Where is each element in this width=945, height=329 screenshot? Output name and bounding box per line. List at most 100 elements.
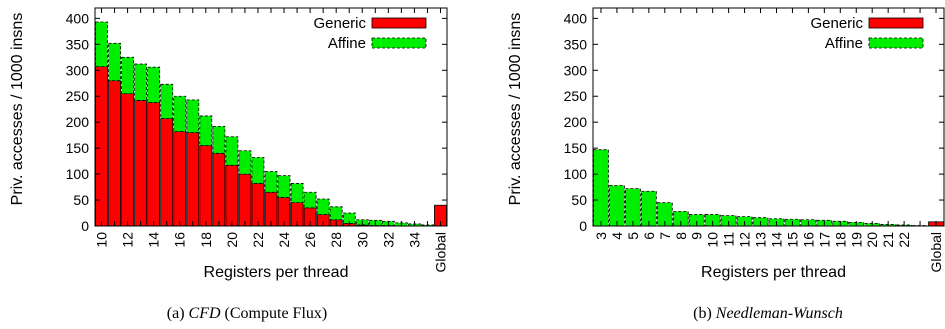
bar-affine-10 <box>704 214 721 227</box>
x-tick-label: 5 <box>625 232 641 240</box>
x-tick-label: 30 <box>354 232 370 248</box>
bar-generic-20 <box>225 164 239 227</box>
x-tick-label: 8 <box>673 232 689 240</box>
legend-label-generic: Generic <box>810 15 863 32</box>
bar-affine-3 <box>593 149 609 227</box>
bar-generic-11 <box>108 80 121 227</box>
x-tick-label: Global <box>928 232 944 272</box>
chart-caption: (a) CFD (Compute Flux) <box>167 305 327 322</box>
y-tick-label: 0 <box>81 218 89 234</box>
y-tick-label: 350 <box>564 36 588 52</box>
bar-generic-15 <box>160 118 174 227</box>
y-axis-label: Priv. accesses / 1000 insns <box>507 13 524 206</box>
y-tick-label: 150 <box>564 140 588 156</box>
y-tick-label: 300 <box>66 62 90 78</box>
bar-generic-10 <box>95 66 108 227</box>
y-tick-label: 400 <box>564 10 588 26</box>
bar-generic-12 <box>121 93 135 227</box>
bar-affine-11 <box>108 42 121 82</box>
x-tick-label: 9 <box>689 232 705 240</box>
x-tick-label: 24 <box>276 232 292 248</box>
x-tick-label: 32 <box>380 232 396 248</box>
y-tick-label: 250 <box>564 88 588 104</box>
x-tick-label: 12 <box>737 232 753 248</box>
y-tick-label: 200 <box>564 114 588 130</box>
x-tick-label: 19 <box>848 232 864 248</box>
x-tick-label: Global <box>432 232 448 272</box>
bar-affine-29 <box>342 212 356 224</box>
x-tick-label: 6 <box>641 232 657 240</box>
legend-label-affine: Affine <box>825 35 863 52</box>
x-tick-label: 26 <box>302 232 318 248</box>
bar-generic-19 <box>212 152 226 227</box>
bar-generic-14 <box>147 102 161 227</box>
x-tick-label: 16 <box>800 232 816 248</box>
bar-affine-15 <box>160 83 174 119</box>
bar-generic-13 <box>134 99 148 227</box>
x-tick-label: 15 <box>784 232 800 248</box>
y-tick-label: 100 <box>564 166 588 182</box>
bar-generic-17 <box>186 132 200 227</box>
x-tick-label: 22 <box>250 232 266 248</box>
x-tick-label: 18 <box>832 232 848 248</box>
bar-affine-14 <box>147 66 161 103</box>
bar-affine-22 <box>251 157 265 184</box>
x-tick-label: 14 <box>146 232 162 248</box>
bar-affine-12 <box>121 56 135 95</box>
x-tick-label: 17 <box>816 232 832 248</box>
y-tick-label: 100 <box>66 166 90 182</box>
y-tick-label: 400 <box>66 10 90 26</box>
x-tick-label: 34 <box>406 232 422 248</box>
legend-swatch-affine <box>371 37 427 49</box>
x-tick-label: 11 <box>721 232 737 247</box>
y-tick-label: 150 <box>66 140 90 156</box>
x-tick-label: 3 <box>593 232 609 240</box>
x-tick-label: 18 <box>198 232 214 248</box>
bar-generic-22 <box>251 183 265 227</box>
bar-affine-17 <box>186 99 200 133</box>
bar-affine-16 <box>173 95 187 132</box>
y-tick-label: 50 <box>73 192 89 208</box>
chart-caption: (b) Needleman-Wunsch <box>693 305 843 322</box>
bar-affine-19 <box>212 125 226 154</box>
x-tick-label: 4 <box>609 232 625 240</box>
bar-affine-24 <box>277 175 291 198</box>
plot-frame <box>592 7 945 227</box>
chart-panel-cfd: 0 50 100 150 200 250 300 350 400 10 12 14 16 18 20 22 24… <box>9 7 448 322</box>
legend-label-generic: Generic <box>313 15 366 32</box>
bar-affine-5 <box>625 188 641 227</box>
bar-generic-16 <box>173 131 187 227</box>
bar-affine-25 <box>290 183 304 204</box>
bar-affine-9 <box>688 214 705 227</box>
y-tick-label: 350 <box>66 36 90 52</box>
legend-swatch-generic <box>868 17 924 29</box>
bar-affine-20 <box>225 136 239 166</box>
y-tick-label: 0 <box>579 218 587 234</box>
x-tick-label: 13 <box>753 232 769 248</box>
bar-affine-26 <box>303 191 317 209</box>
y-tick-label: 300 <box>564 62 588 78</box>
x-tick-label: 22 <box>896 232 912 248</box>
x-tick-label: 21 <box>880 232 896 248</box>
bar-affine-18 <box>199 115 213 146</box>
y-tick-label: 250 <box>66 88 90 104</box>
legend-swatch-affine <box>868 37 924 49</box>
bar-affine-23 <box>264 171 278 193</box>
x-tick-label: 12 <box>120 232 136 248</box>
y-tick-label: 50 <box>571 192 587 208</box>
bar-generic-21 <box>238 173 252 227</box>
x-tick-label: 20 <box>864 232 880 248</box>
x-tick-label: 14 <box>768 232 784 248</box>
x-tick-label: 10 <box>94 232 110 248</box>
y-tick-label: 200 <box>66 114 90 130</box>
legend-swatch-generic <box>371 17 427 29</box>
bar-generic-23 <box>264 191 278 227</box>
bar-affine-13 <box>134 63 148 101</box>
x-tick-label: 20 <box>224 232 240 248</box>
bar-affine-27 <box>316 198 330 215</box>
bar-affine-6 <box>640 190 657 227</box>
bar-generic-18 <box>199 145 213 227</box>
x-tick-label: 7 <box>657 232 673 240</box>
